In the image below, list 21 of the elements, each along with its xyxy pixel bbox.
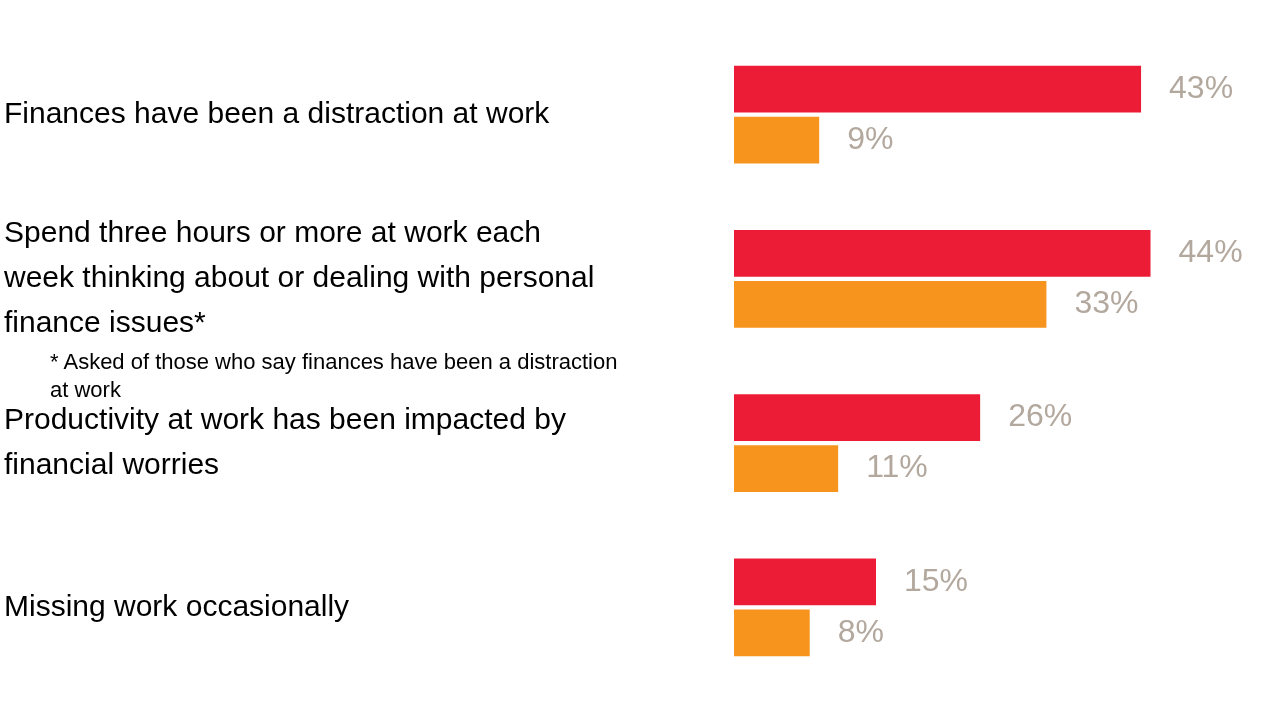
data-label: 43%: [1169, 68, 1234, 105]
bar: [734, 609, 810, 657]
data-label: 26%: [1008, 397, 1073, 434]
data-label: 33%: [1074, 284, 1139, 321]
bar: [734, 445, 839, 493]
data-label: 8%: [837, 612, 884, 649]
y-tick-label: Finances have been a distraction at work: [4, 95, 551, 129]
data-label: 15%: [904, 561, 969, 598]
bar: [734, 65, 1142, 113]
bar: [734, 229, 1151, 277]
data-label: 9%: [847, 119, 894, 156]
bar: [734, 280, 1047, 328]
y-tick-label: Spend three hours or more at work each week thinking about or dealing with personal finance issues*: [3, 215, 595, 339]
y-tick-label: Missing work occasionally: [4, 588, 350, 622]
data-label: 44%: [1178, 233, 1243, 270]
text: * Asked of those who say finances have been a distraction at work: [50, 348, 619, 404]
bar: [734, 116, 820, 164]
bar: [734, 394, 981, 442]
data-label: 11%: [866, 448, 928, 485]
bar: [734, 558, 876, 606]
y-tick-label: Productivity at work has been impacted by financial worries: [4, 401, 566, 480]
